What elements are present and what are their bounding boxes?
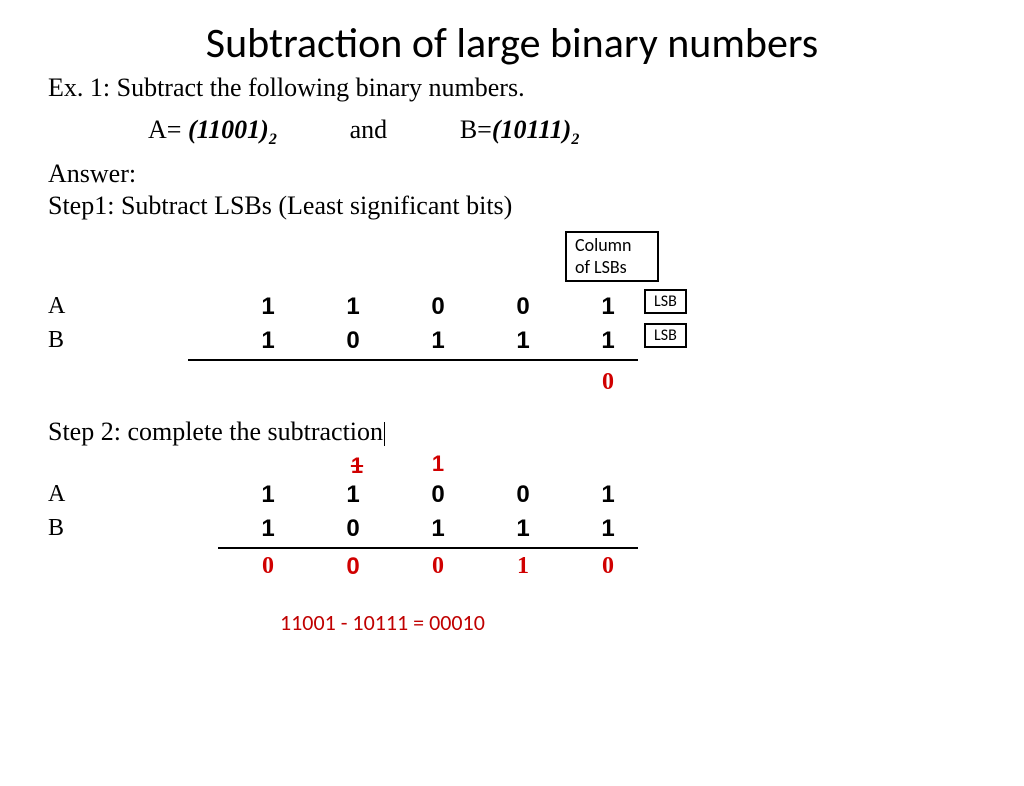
a-value: (11001) — [188, 115, 269, 144]
s1-b-bit2: 1 — [423, 327, 453, 355]
s1-underline — [188, 359, 638, 361]
s1-row-b-label: B — [48, 327, 64, 354]
s2-b-bit2: 1 — [423, 515, 453, 543]
step1-calc: Column of LSBs LSB LSB A B 1 1 0 0 1 1 0… — [48, 231, 984, 409]
s1-b-bit0: 1 — [253, 327, 283, 355]
s2-underline — [218, 547, 638, 549]
lsb-box-b: LSB — [644, 323, 687, 348]
s1-result-bit4: 0 — [593, 369, 623, 396]
a-equals: A= — [148, 115, 181, 144]
s2-b-bit0: 1 — [253, 515, 283, 543]
s1-a-bit1: 1 — [338, 293, 368, 321]
s2-a-bit2: 0 — [423, 481, 453, 509]
step2-calc: 1 1 A B 1 1 0 0 1 1 0 1 1 1 0 0 0 1 0 — [48, 453, 984, 603]
s1-a-bit0: 1 — [253, 293, 283, 321]
s2-a-bit3: 0 — [508, 481, 538, 509]
s2-a-bit1: 1 — [338, 481, 368, 509]
page-title: Subtraction of large binary numbers — [0, 18, 1024, 69]
column-lsb-box: Column of LSBs — [565, 231, 659, 282]
s2-b-bit1: 0 — [338, 515, 368, 543]
step2-label-text: Step 2: complete the subtraction — [48, 417, 383, 446]
example-line: Ex. 1: Subtract the following binary num… — [48, 73, 984, 103]
s2-r-bit1: 0 — [338, 553, 368, 581]
and-label: and — [283, 115, 453, 145]
text-cursor-icon — [384, 422, 385, 446]
s2-r-bit2: 0 — [423, 553, 453, 580]
b-equals: B= — [460, 115, 492, 144]
s2-r-bit3: 1 — [508, 553, 538, 580]
s1-a-bit2: 0 — [423, 293, 453, 321]
example-label: Ex. 1: — [48, 73, 110, 102]
s2-a-bit4: 1 — [593, 481, 623, 509]
s2-b-bit3: 1 — [508, 515, 538, 543]
b-value: (10111) — [492, 115, 571, 144]
answer-label: Answer: — [48, 159, 984, 189]
s1-b-bit1: 0 — [338, 327, 368, 355]
s1-a-bit4: 1 — [593, 293, 623, 321]
s2-r-bit0: 0 — [253, 553, 283, 580]
lsb-box-a: LSB — [644, 289, 687, 314]
s1-row-a-label: A — [48, 293, 65, 320]
s2-borrow-c1: 1 — [342, 453, 372, 479]
b-base: 2 — [571, 131, 579, 148]
step1-label: Step1: Subtract LSBs (Least significant … — [48, 191, 984, 221]
content-area: Ex. 1: Subtract the following binary num… — [0, 73, 1024, 636]
given-values: A= (11001)2 and B=(10111)2 — [148, 115, 984, 149]
s2-row-a-label: A — [48, 481, 65, 508]
s1-b-bit3: 1 — [508, 327, 538, 355]
s2-r-bit4: 0 — [593, 553, 623, 580]
s2-row-b-label: B — [48, 515, 64, 542]
a-base: 2 — [269, 131, 277, 148]
s2-a-bit0: 1 — [253, 481, 283, 509]
example-text: Subtract the following binary numbers. — [117, 73, 525, 102]
s1-b-bit4: 1 — [593, 327, 623, 355]
s2-b-bit4: 1 — [593, 515, 623, 543]
s2-borrow-c2: 1 — [423, 451, 453, 477]
final-answer: 11001 - 10111 = 00010 — [280, 609, 984, 636]
step2-label: Step 2: complete the subtraction — [48, 417, 984, 447]
s1-a-bit3: 0 — [508, 293, 538, 321]
